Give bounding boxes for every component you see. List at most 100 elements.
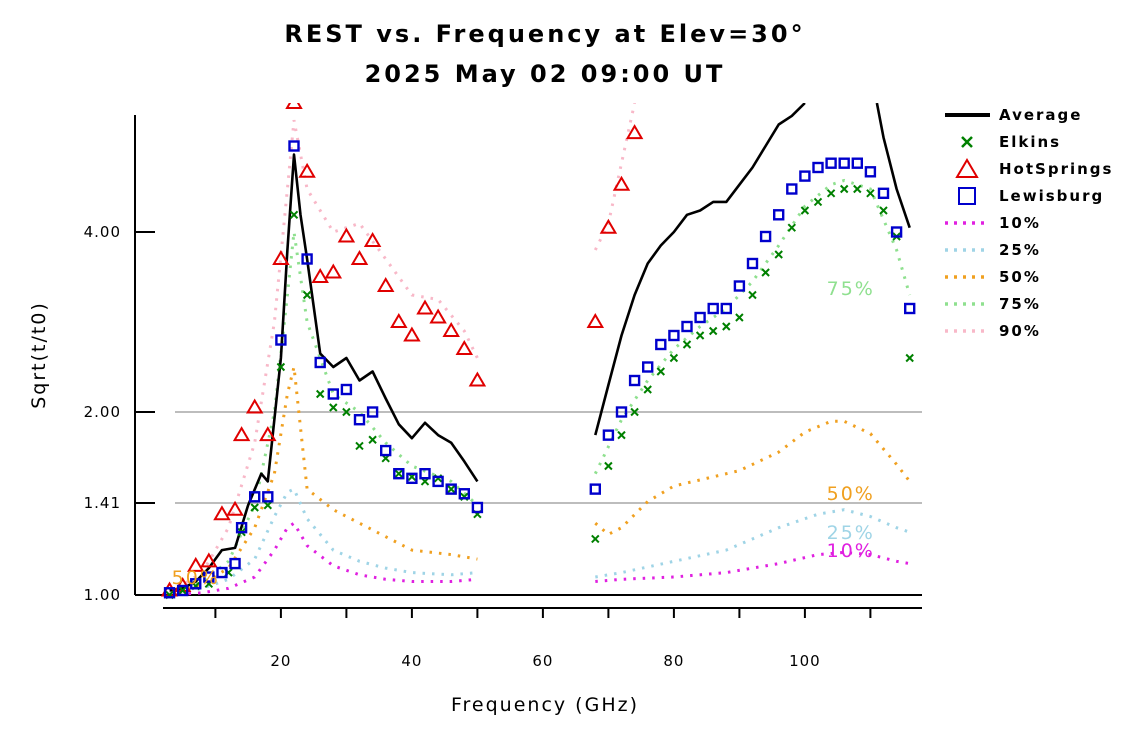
elkins-point [774,250,783,259]
series-50pct [169,366,911,597]
elkins-point [656,367,666,376]
elkins-point [368,435,377,444]
elkins-point [695,331,705,340]
elkins-point [813,197,823,207]
series-average [169,103,911,592]
elkins-point [604,461,613,471]
elkins-point [342,407,351,417]
axes: 1.00 1.41 2.00 4.00 20 40 60 80 100 [84,115,922,670]
hotsprings-point [298,162,316,178]
legend-label: HotSprings [999,160,1113,178]
elkins-point [735,313,744,322]
hotsprings-point [612,175,631,191]
lewisburg-point [380,444,392,457]
elkins-point [826,189,836,198]
series-75pct [169,178,912,597]
lewisburg-point [262,491,274,503]
elkins-point [394,469,404,478]
legend-label: 10% [999,214,1041,232]
lewisburg-point [694,311,706,324]
hotsprings-point [442,322,460,337]
elkins-point [630,407,639,417]
chart-title: REST vs. Frequency at Elev=30° [284,20,805,48]
lewisburg-point [864,166,877,178]
hotsprings-point [403,326,421,342]
elkins-point [302,290,312,300]
lewisburg-point [248,491,261,503]
hotsprings-point [285,103,303,109]
elkins-point [250,503,259,512]
lewisburg-point [773,209,785,221]
legend-item-90pct: 90% [945,322,1039,340]
elkins-point [761,268,770,277]
lewisburg-point [733,280,746,292]
plot-area [160,103,916,600]
lewisburg-point [163,587,176,599]
hotsprings-point [232,426,251,442]
lewisburg-point [655,338,667,351]
legend: Average Elkins HotSprings Lewisburg 10% 25% 50… [945,106,1113,340]
lewisburg-point [366,406,379,418]
lewisburg-point [668,329,680,342]
legend-item-10pct: 10% [945,214,1041,232]
legend-item-average: Average [945,106,1080,124]
x-tick-label: 80 [663,652,684,670]
elkins-point [839,184,849,194]
hotsprings-point [272,250,290,265]
legend-label: 75% [999,295,1041,313]
elkins-point [722,322,731,331]
elkins-point [866,189,875,198]
lewisburg-point [176,584,189,597]
lewisburg-point [301,253,313,265]
legend-item-50pct: 50% [945,268,1039,286]
hotsprings-point [200,552,218,568]
lewisburg-point [275,334,287,346]
lewisburg-point [786,183,798,195]
elkins-point [617,430,626,440]
lewisburg-point [838,157,850,169]
legend-item-lewisburg: Lewisburg [958,187,1104,205]
elkins-point [708,326,718,336]
elkins-point [591,534,600,544]
percentile-label: 50% [827,483,875,505]
lewisburg-point [589,483,601,495]
lewisburg-point [720,302,732,315]
lewisburg-point [681,320,693,333]
legend-swatch [955,158,979,178]
lewisburg-point [288,140,300,152]
hotsprings-point [429,308,447,324]
25pct-line [169,487,478,597]
lewisburg-point [353,414,366,426]
hotsprings-point [259,426,277,442]
elkins-point [289,210,299,220]
lewisburg-point [235,521,248,534]
legend-item-hotsprings: HotSprings [955,158,1113,178]
elkins-point [329,403,338,412]
percentile-label: 10% [827,540,875,562]
elkins-point [355,441,364,451]
legend-label: Lewisburg [999,187,1104,205]
hotsprings-point [586,313,605,328]
x-tick-label: 100 [789,652,821,670]
y-tick-label: 1.41 [84,494,121,512]
hotsprings-point [311,268,329,283]
series-elkins [165,184,914,600]
lewisburg-point [314,356,326,369]
hotsprings-point [213,505,231,521]
lewisburg-point [393,467,405,480]
elkins-point [315,389,325,399]
legend-item-elkins: Elkins [961,133,1059,151]
series-hotsprings [160,103,644,597]
percentile-label: 50% [172,567,220,589]
hotsprings-point [226,500,244,516]
legend-swatch [961,136,973,148]
lewisburg-point [904,302,916,315]
lewisburg-point [825,157,837,169]
x-tick-label: 20 [270,652,291,670]
lewisburg-point [812,161,824,174]
hotsprings-point [187,556,205,572]
hotsprings-point [455,340,474,355]
lewisburg-point [445,483,457,495]
x-tick-label: 40 [401,652,422,670]
